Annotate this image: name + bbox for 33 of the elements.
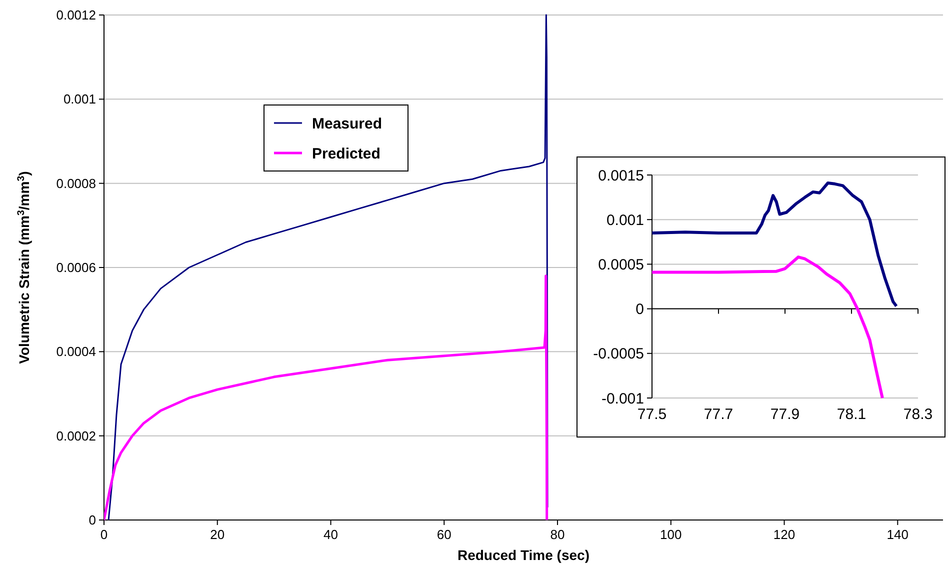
y-tick-label: 0.0012	[56, 8, 96, 23]
x-tick-label: 40	[324, 527, 338, 542]
y-tick-label: -0.001	[601, 390, 644, 408]
y-tick-label: 0	[88, 512, 96, 528]
legend-label: Predicted	[312, 145, 380, 162]
y-tick-label: 0.0006	[56, 260, 96, 276]
legend-label: Measured	[312, 115, 382, 132]
x-tick-label: 77.7	[704, 406, 734, 423]
x-tick-label: 0	[100, 527, 108, 542]
x-tick-label: 77.9	[770, 406, 800, 423]
line-series	[104, 274, 548, 521]
x-tick-label: 140	[886, 527, 908, 542]
y-tick-label: 0.0002	[56, 428, 96, 444]
x-tick-label: 77.5	[637, 406, 667, 423]
line-series	[108, 14, 548, 521]
x-tick-label: 20	[210, 527, 225, 542]
y-tick-label: 0.001	[63, 92, 96, 107]
x-tick-label: 80	[550, 527, 565, 542]
y-tick-label: -0.0005	[593, 346, 644, 363]
x-tick-label: 100	[660, 527, 682, 542]
y-tick-label: 0.0005	[598, 256, 644, 274]
x-tick-label: 120	[773, 527, 796, 542]
y-tick-label: 0.0008	[56, 176, 96, 191]
x-tick-label: 78.1	[836, 406, 866, 423]
line-series	[652, 182, 898, 308]
x-tick-label: 60	[436, 527, 452, 542]
y-tick-label: 0.001	[606, 212, 644, 229]
x-tick-label: 78.3	[903, 406, 933, 423]
x-axis-title: Reduced Time (sec)	[457, 547, 590, 563]
y-tick-label: 0.0015	[598, 167, 644, 184]
y-tick-label: 0	[636, 301, 644, 318]
y-tick-label: 0.0004	[56, 344, 96, 360]
line-series	[652, 256, 884, 399]
